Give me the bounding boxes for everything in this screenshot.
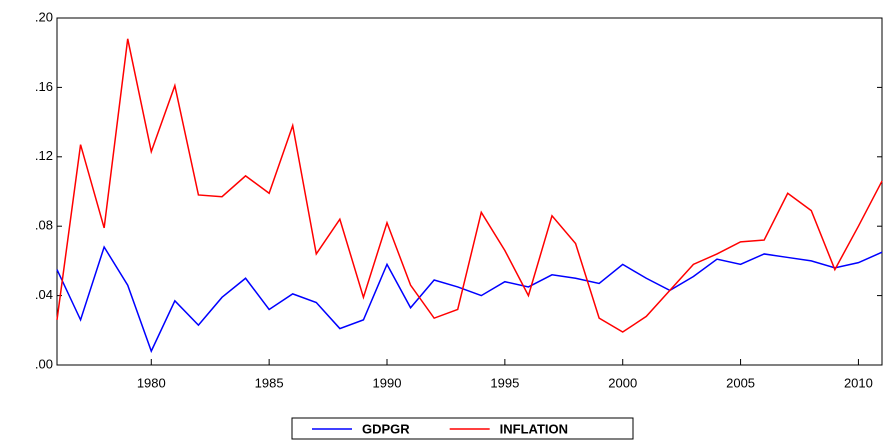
legend-label: GDPGR bbox=[362, 421, 410, 436]
x-tick-label: 2005 bbox=[726, 375, 755, 390]
y-tick-label: .08 bbox=[35, 218, 53, 233]
legend-label: INFLATION bbox=[500, 421, 568, 436]
y-tick-label: .04 bbox=[35, 287, 53, 302]
y-tick-label: .00 bbox=[35, 356, 53, 371]
y-tick-label: .20 bbox=[35, 9, 53, 24]
x-tick-label: 1990 bbox=[373, 375, 402, 390]
x-tick-label: 2000 bbox=[608, 375, 637, 390]
y-tick-label: .16 bbox=[35, 79, 53, 94]
x-tick-label: 2010 bbox=[844, 375, 873, 390]
x-tick-label: 1985 bbox=[255, 375, 284, 390]
series-line bbox=[56, 38, 883, 333]
y-tick-label: .12 bbox=[35, 148, 53, 163]
plot-frame bbox=[56, 17, 883, 366]
x-tick-label: 1995 bbox=[490, 375, 519, 390]
series-line bbox=[56, 245, 883, 354]
x-tick-label: 1980 bbox=[137, 375, 166, 390]
